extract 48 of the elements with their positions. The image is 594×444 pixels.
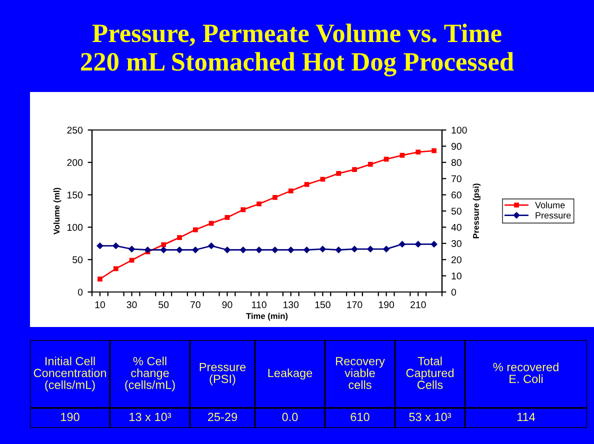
x-tick-label: 110 — [252, 301, 266, 308]
text: 114 — [517, 412, 536, 422]
x-tick-label: 90 — [222, 301, 232, 308]
text: 13 x 10³ — [130, 412, 172, 422]
x-tick-label: 190 — [378, 301, 394, 308]
y2-tick-label: 60 — [452, 192, 462, 198]
text: 190 — [61, 412, 80, 422]
x-tick-label: 130 — [283, 301, 299, 308]
text: 610 — [350, 412, 370, 422]
category-label: Total Captured Cells — [406, 356, 454, 390]
y2-tick-label: 40 — [451, 224, 462, 231]
y2-tick-label: 80 — [451, 159, 462, 166]
y-tick-label: 250 — [67, 126, 83, 134]
chart-title: Pressure, Permeate Volume vs. Time 220 mL Stomached Hot Dog Processed — [81, 24, 514, 76]
x-tick-label: 10 — [95, 301, 105, 308]
x-tick-label: 210 — [410, 301, 426, 308]
y-tick-label: 100 — [67, 224, 83, 231]
y-tick-label: 50 — [72, 256, 83, 264]
x-tick-label: 30 — [126, 301, 137, 308]
x-tick-label: 150 — [315, 301, 330, 308]
legend-label: Volume — [535, 202, 565, 208]
text: 53 x 10³ — [409, 412, 452, 422]
x-tick-label: 70 — [190, 301, 200, 308]
y2-tick-label: 100 — [452, 126, 467, 134]
x-axis-title: Time (min) — [246, 312, 288, 321]
category-label: % Cell change (cells/mL) — [125, 356, 175, 392]
x-tick-label: 50 — [158, 301, 169, 308]
category-label: Recovery viable cells — [336, 357, 385, 390]
y2-tick-label: 50 — [451, 208, 462, 215]
y-axis-title: Volume (ml) — [53, 188, 62, 234]
y-tick-label: 0 — [78, 288, 83, 296]
y2-tick-label: 30 — [451, 240, 462, 248]
legend-label: Pressure — [536, 212, 571, 219]
x-tick-label: 170 — [347, 301, 362, 308]
y2-tick-label: 20 — [452, 256, 462, 264]
y2-tick-label: 90 — [451, 142, 462, 150]
category-label: Initial Cell Concentration (cells/mL) — [34, 356, 106, 392]
category-label: % recovered E. Coli — [493, 362, 558, 384]
category-label: Leakage — [268, 368, 312, 380]
category-label: Pressure (PSI) — [200, 363, 246, 386]
y2-tick-label: 0 — [451, 288, 456, 296]
text: 25-29 — [208, 412, 238, 422]
text: 0.0 — [282, 412, 298, 422]
y2-tick-label: 10 — [452, 272, 462, 280]
y-tick-label: 150 — [67, 192, 83, 198]
y2-axis-title: Pressure (psi) — [472, 184, 481, 238]
y2-tick-label: 70 — [452, 175, 462, 182]
y-tick-label: 200 — [67, 159, 83, 166]
